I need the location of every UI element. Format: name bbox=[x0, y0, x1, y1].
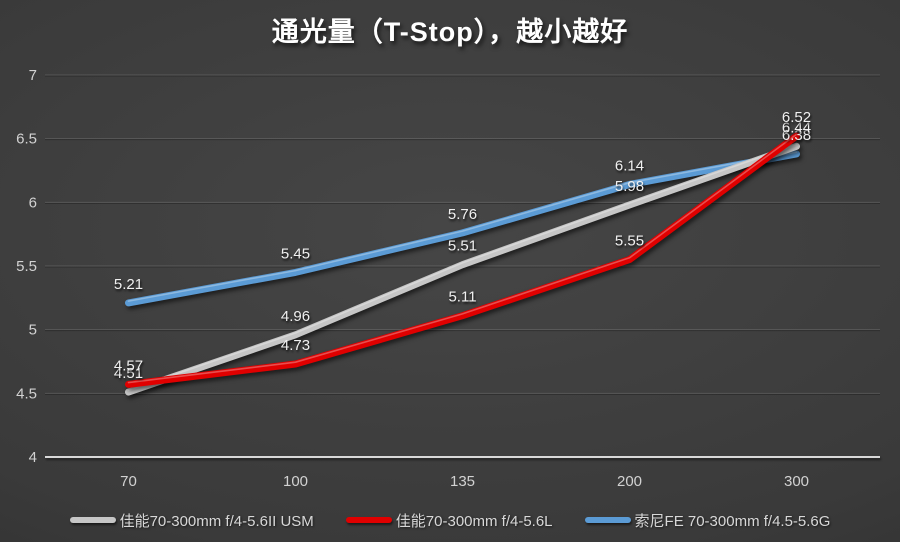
data-label-1: 4.73 bbox=[281, 337, 310, 354]
y-tick-label: 6.5 bbox=[16, 131, 37, 148]
y-tick-label: 7 bbox=[29, 67, 37, 84]
legend-label: 佳能70-300mm f/4-5.6II USM bbox=[119, 512, 314, 530]
data-label-1: 5.55 bbox=[615, 233, 644, 250]
series-highlight-1 bbox=[127, 133, 798, 384]
legend-item-sony-fe: 索尼FE 70-300mm f/4.5-5.6G bbox=[584, 510, 831, 531]
y-tick-label: 4 bbox=[29, 449, 37, 466]
data-label-1: 4.57 bbox=[114, 357, 143, 374]
data-label-2: 5.76 bbox=[448, 206, 477, 223]
data-label-0: 6.44 bbox=[782, 119, 811, 136]
series-highlight-0 bbox=[127, 143, 798, 392]
data-label-2: 6.38 bbox=[782, 127, 811, 144]
y-tick-label: 4.5 bbox=[16, 385, 37, 402]
data-label-0: 4.51 bbox=[114, 365, 143, 382]
data-label-0: 5.98 bbox=[615, 178, 644, 195]
data-label-0: 5.51 bbox=[448, 238, 477, 255]
series-line-1 bbox=[125, 132, 800, 388]
legend-swatch-blue bbox=[584, 517, 631, 523]
series-line-0 bbox=[125, 142, 800, 396]
data-label-1: 6.52 bbox=[782, 109, 811, 126]
series-line-2 bbox=[125, 150, 800, 307]
legend-item-canon-ii-usm: 佳能70-300mm f/4-5.6II USM bbox=[69, 510, 314, 531]
y-tick-label: 5.5 bbox=[16, 258, 37, 275]
legend-swatch-gray bbox=[69, 517, 116, 523]
data-label-2: 5.21 bbox=[114, 276, 143, 293]
x-tick-label: 70 bbox=[120, 473, 137, 490]
chart-title: 通光量（T-Stop），越小越好 bbox=[271, 17, 629, 47]
data-label-2: 6.14 bbox=[615, 158, 644, 175]
data-label-1: 5.11 bbox=[448, 289, 476, 306]
data-label-2: 5.45 bbox=[281, 245, 310, 262]
legend-label: 佳能70-300mm f/4-5.6L bbox=[395, 512, 553, 530]
x-tick-label: 100 bbox=[283, 473, 308, 490]
x-tick-label: 300 bbox=[784, 473, 809, 490]
y-tick-label: 6 bbox=[29, 194, 37, 211]
legend: 佳能70-300mm f/4-5.6II USM 佳能70-300mm f/4-… bbox=[0, 506, 900, 534]
legend-label: 索尼FE 70-300mm f/4.5-5.6G bbox=[634, 512, 831, 530]
data-label-0: 4.96 bbox=[281, 308, 310, 325]
y-tick-label: 5 bbox=[29, 322, 37, 339]
legend-swatch-red bbox=[345, 517, 392, 523]
x-tick-label: 135 bbox=[450, 473, 475, 490]
x-tick-label: 200 bbox=[617, 473, 642, 490]
legend-item-canon-l: 佳能70-300mm f/4-5.6L bbox=[345, 510, 553, 531]
series-highlight-2 bbox=[127, 151, 798, 302]
